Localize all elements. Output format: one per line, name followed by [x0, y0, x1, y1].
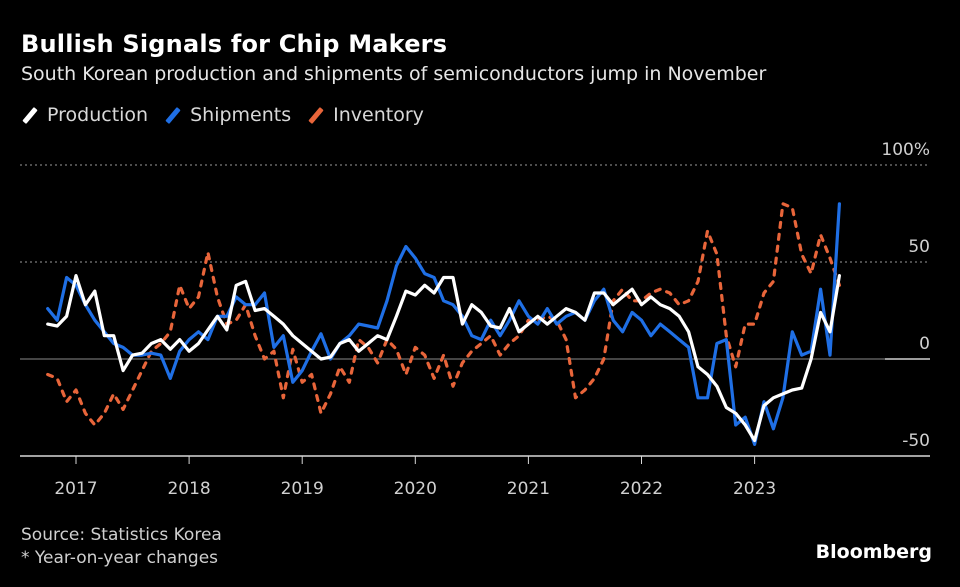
legend-swatch-inventory: [308, 106, 324, 124]
series-line-production: [46, 274, 842, 443]
line-chart: 100% 50 0 -50 2017 2018 2019 2020 2021 2022 2023: [20, 140, 930, 499]
x-tick-label: 2023: [733, 479, 776, 499]
x-tick-label: 2019: [281, 479, 324, 499]
x-tick-label: 2022: [620, 479, 663, 499]
x-tick-label: 2017: [54, 479, 97, 499]
legend: Production Shipments Inventory: [21, 104, 424, 126]
legend-item-production: Production: [21, 104, 148, 126]
footnote: * Year-on-year changes: [21, 548, 219, 568]
chart-title: Bullish Signals for Chip Makers: [21, 30, 448, 58]
legend-label-shipments: Shipments: [190, 104, 292, 126]
gridlines: [20, 164, 930, 360]
x-tick-label: 2018: [167, 479, 210, 499]
x-axis: 2017 2018 2019 2020 2021 2022 2023: [20, 455, 930, 499]
y-tick-label: 100%: [881, 140, 930, 160]
chart-subtitle: South Korean production and shipments of…: [21, 63, 767, 85]
legend-swatch-production: [22, 106, 38, 124]
y-tick-label: -50: [902, 431, 930, 451]
x-tick-label: 2021: [507, 479, 550, 499]
legend-item-inventory: Inventory: [307, 104, 424, 126]
series-lines: [46, 202, 842, 446]
series-line-inventory: [46, 202, 842, 427]
y-tick-label: 50: [908, 237, 930, 257]
legend-label-production: Production: [47, 104, 149, 126]
y-axis: 100% 50 0 -50: [881, 140, 930, 451]
y-tick-label: 0: [919, 334, 930, 354]
source-note: Source: Statistics Korea: [21, 525, 222, 545]
legend-item-shipments: Shipments: [164, 104, 291, 126]
series-line-shipments: [46, 202, 842, 446]
legend-swatch-shipments: [165, 106, 181, 124]
legend-label-inventory: Inventory: [333, 104, 424, 126]
x-tick-label: 2020: [394, 479, 437, 499]
bloomberg-logo: Bloomberg: [815, 541, 932, 563]
